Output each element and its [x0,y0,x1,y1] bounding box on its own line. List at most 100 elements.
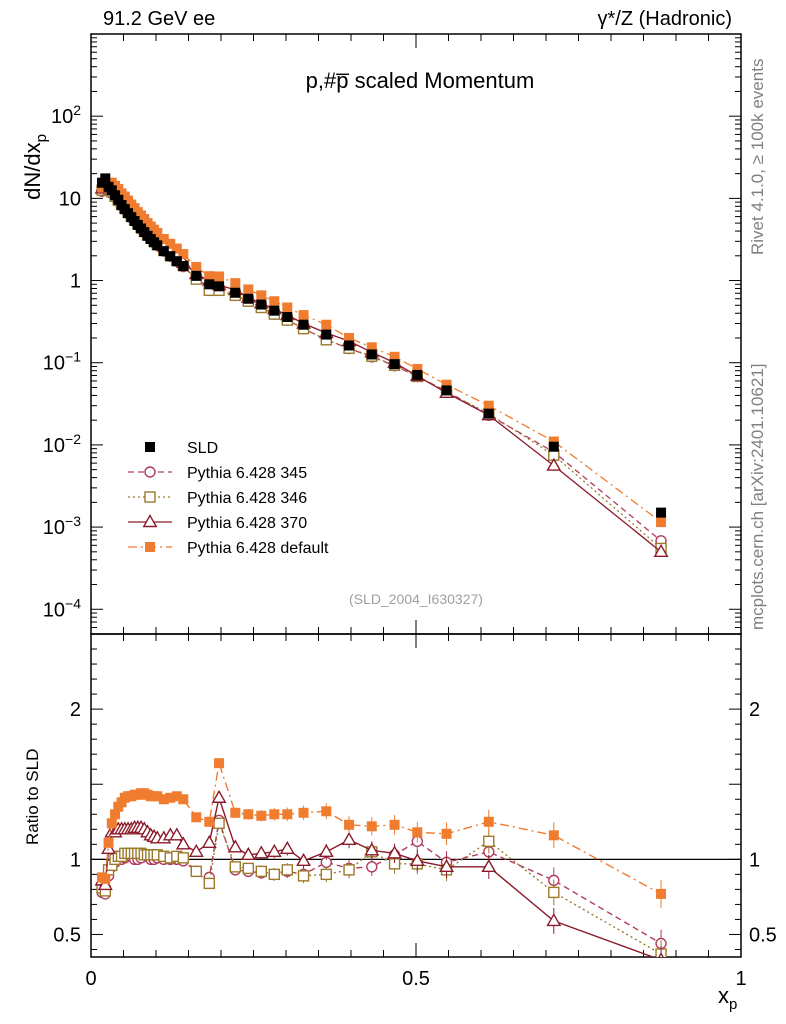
point-pythia-6-428-default [321,319,332,330]
ratio-point-pythia-6-428-370 [546,913,562,927]
ratio-point-pythia-6-428-default [321,806,332,817]
point-sld [366,349,377,360]
ratio-point-pythia-6-428-default [412,827,423,838]
ratio-line-pythia-6-428-default [101,762,662,895]
point-sld [214,281,225,292]
point-sld [165,251,176,262]
legend-label: Pythia 6.428 345 [187,465,307,482]
ratio-point-pythia-6-428-370 [318,843,334,858]
main-ytick-label: 10−2 [43,431,81,457]
point-pythia-6-428-default [483,400,494,411]
header-left: 91.2 GeV ee [103,8,216,30]
ratio-point-pythia-6-428-default [548,830,559,841]
ratio-point-pythia-6-428-346 [203,877,216,890]
ratio-ytick-label-left: 2 [70,699,81,721]
point-pythia-6-428-default [191,262,202,273]
point-sld [269,305,280,316]
ratio-point-pythia-6-428-370 [97,876,113,891]
ratio-point-pythia-6-428-370 [409,852,425,867]
point-sld [548,441,559,452]
point-pythia-6-428-default [204,271,215,282]
ratio-point-pythia-6-428-370 [101,840,117,855]
point-pythia-6-428-default [178,249,189,260]
legend-label: Pythia 6.428 default [187,540,329,557]
ratio-point-pythia-6-428-346 [213,817,225,829]
main-series-group [94,173,669,558]
ratio-point-pythia-6-428-370 [201,834,217,849]
ratio-point-pythia-6-428-default [103,837,114,848]
point-sld [178,261,189,272]
main-ytick-label: 102 [51,102,81,128]
point-pythia-6-428-default [165,238,176,249]
ratio-point-pythia-6-428-default [389,819,400,830]
legend-marker-pythia-6-428-370 [142,514,158,528]
ratio-point-pythia-6-428-default [204,816,215,827]
xtick-label: 1 [735,968,746,990]
ratio-point-pythia-6-428-370 [387,845,403,859]
point-pythia-6-428-default [256,290,267,301]
main-ytick-label: 10−4 [43,595,81,621]
ratio-point-pythia-6-428-default [366,821,377,832]
ratio-point-pythia-6-428-default [344,819,355,830]
ratio-point-pythia-6-428-default [243,809,254,820]
ratio-point-pythia-6-428-370 [658,952,664,957]
point-sld [191,270,202,281]
ratio-point-pythia-6-428-default [656,888,667,899]
ratio-point-pythia-6-428-370 [175,836,191,850]
ratio-ytick-label-right: 2 [749,699,760,721]
legend-label: SLD [187,440,218,457]
point-pythia-6-428-default [548,436,559,447]
ratio-point-pythia-6-428-default [483,816,494,827]
point-sld [100,173,111,184]
ratio-line-pythia-6-428-370 [101,795,655,957]
ratio-point-pythia-6-428-346 [281,864,293,876]
point-pythia-6-428-default [441,379,452,390]
header-right: γ*/Z (Hadronic) [597,8,732,30]
xtick-label: 0 [85,968,96,990]
ratio-point-pythia-6-428-default [106,818,117,829]
ratio-point-pythia-6-428-346 [229,861,242,873]
point-pythia-6-428-default [214,271,225,282]
legend-label: Pythia 6.428 370 [187,515,307,532]
ratio-point-pythia-6-428-default [298,807,309,818]
ratio-point-pythia-6-428-370 [253,845,269,859]
ratio-point-pythia-6-428-default [441,828,452,839]
ratio-point-pythia-6-428-370 [227,839,243,853]
analysis-watermark: (SLD_2004_I630327) [349,591,483,607]
ratio-point-pythia-6-428-default [152,791,163,802]
xtick-label: 0.5 [402,968,430,990]
ratio-point-pythia-6-428-346 [190,865,203,878]
ratio-frame [90,633,742,958]
main-ytick-label: 1 [70,271,81,293]
point-sld [282,312,293,323]
main-ytick-label: 10−1 [43,349,81,375]
point-sld [171,256,182,267]
ratio-point-pythia-6-428-346 [177,852,190,864]
point-pythia-6-428-default [298,310,309,321]
point-pythia-6-428-default [389,351,400,362]
ratio-point-pythia-6-428-346 [343,864,355,876]
ratio-ytick-label-left: 0.5 [53,924,81,946]
point-pythia-6-428-default [269,296,280,307]
ratio-point-pythia-6-428-346 [483,835,495,848]
ratio-ytick-label-right: 0.5 [749,924,777,946]
point-pythia-6-428-default [412,363,423,374]
point-sld [256,299,267,310]
ratio-point-pythia-6-428-370 [296,852,312,867]
point-pythia-6-428-default [366,342,377,353]
point-sld [412,369,423,380]
point-pythia-6-428-default [656,517,667,528]
legend-marker-pythia-6-428-346 [144,491,156,503]
point-pythia-6-428-default [243,284,254,295]
ratio-point-pythia-6-428-default [158,794,169,805]
point-sld [152,240,163,251]
ratio-point-pythia-6-428-346 [320,868,332,881]
point-pythia-6-428-default [158,234,169,245]
point-sld [656,507,667,518]
point-pythia-6-428-default [230,278,241,289]
point-pythia-6-428-default [152,227,163,238]
point-pythia-6-428-370 [546,457,562,471]
point-sld [298,319,309,330]
ratio-point-pythia-6-428-default [110,809,121,820]
